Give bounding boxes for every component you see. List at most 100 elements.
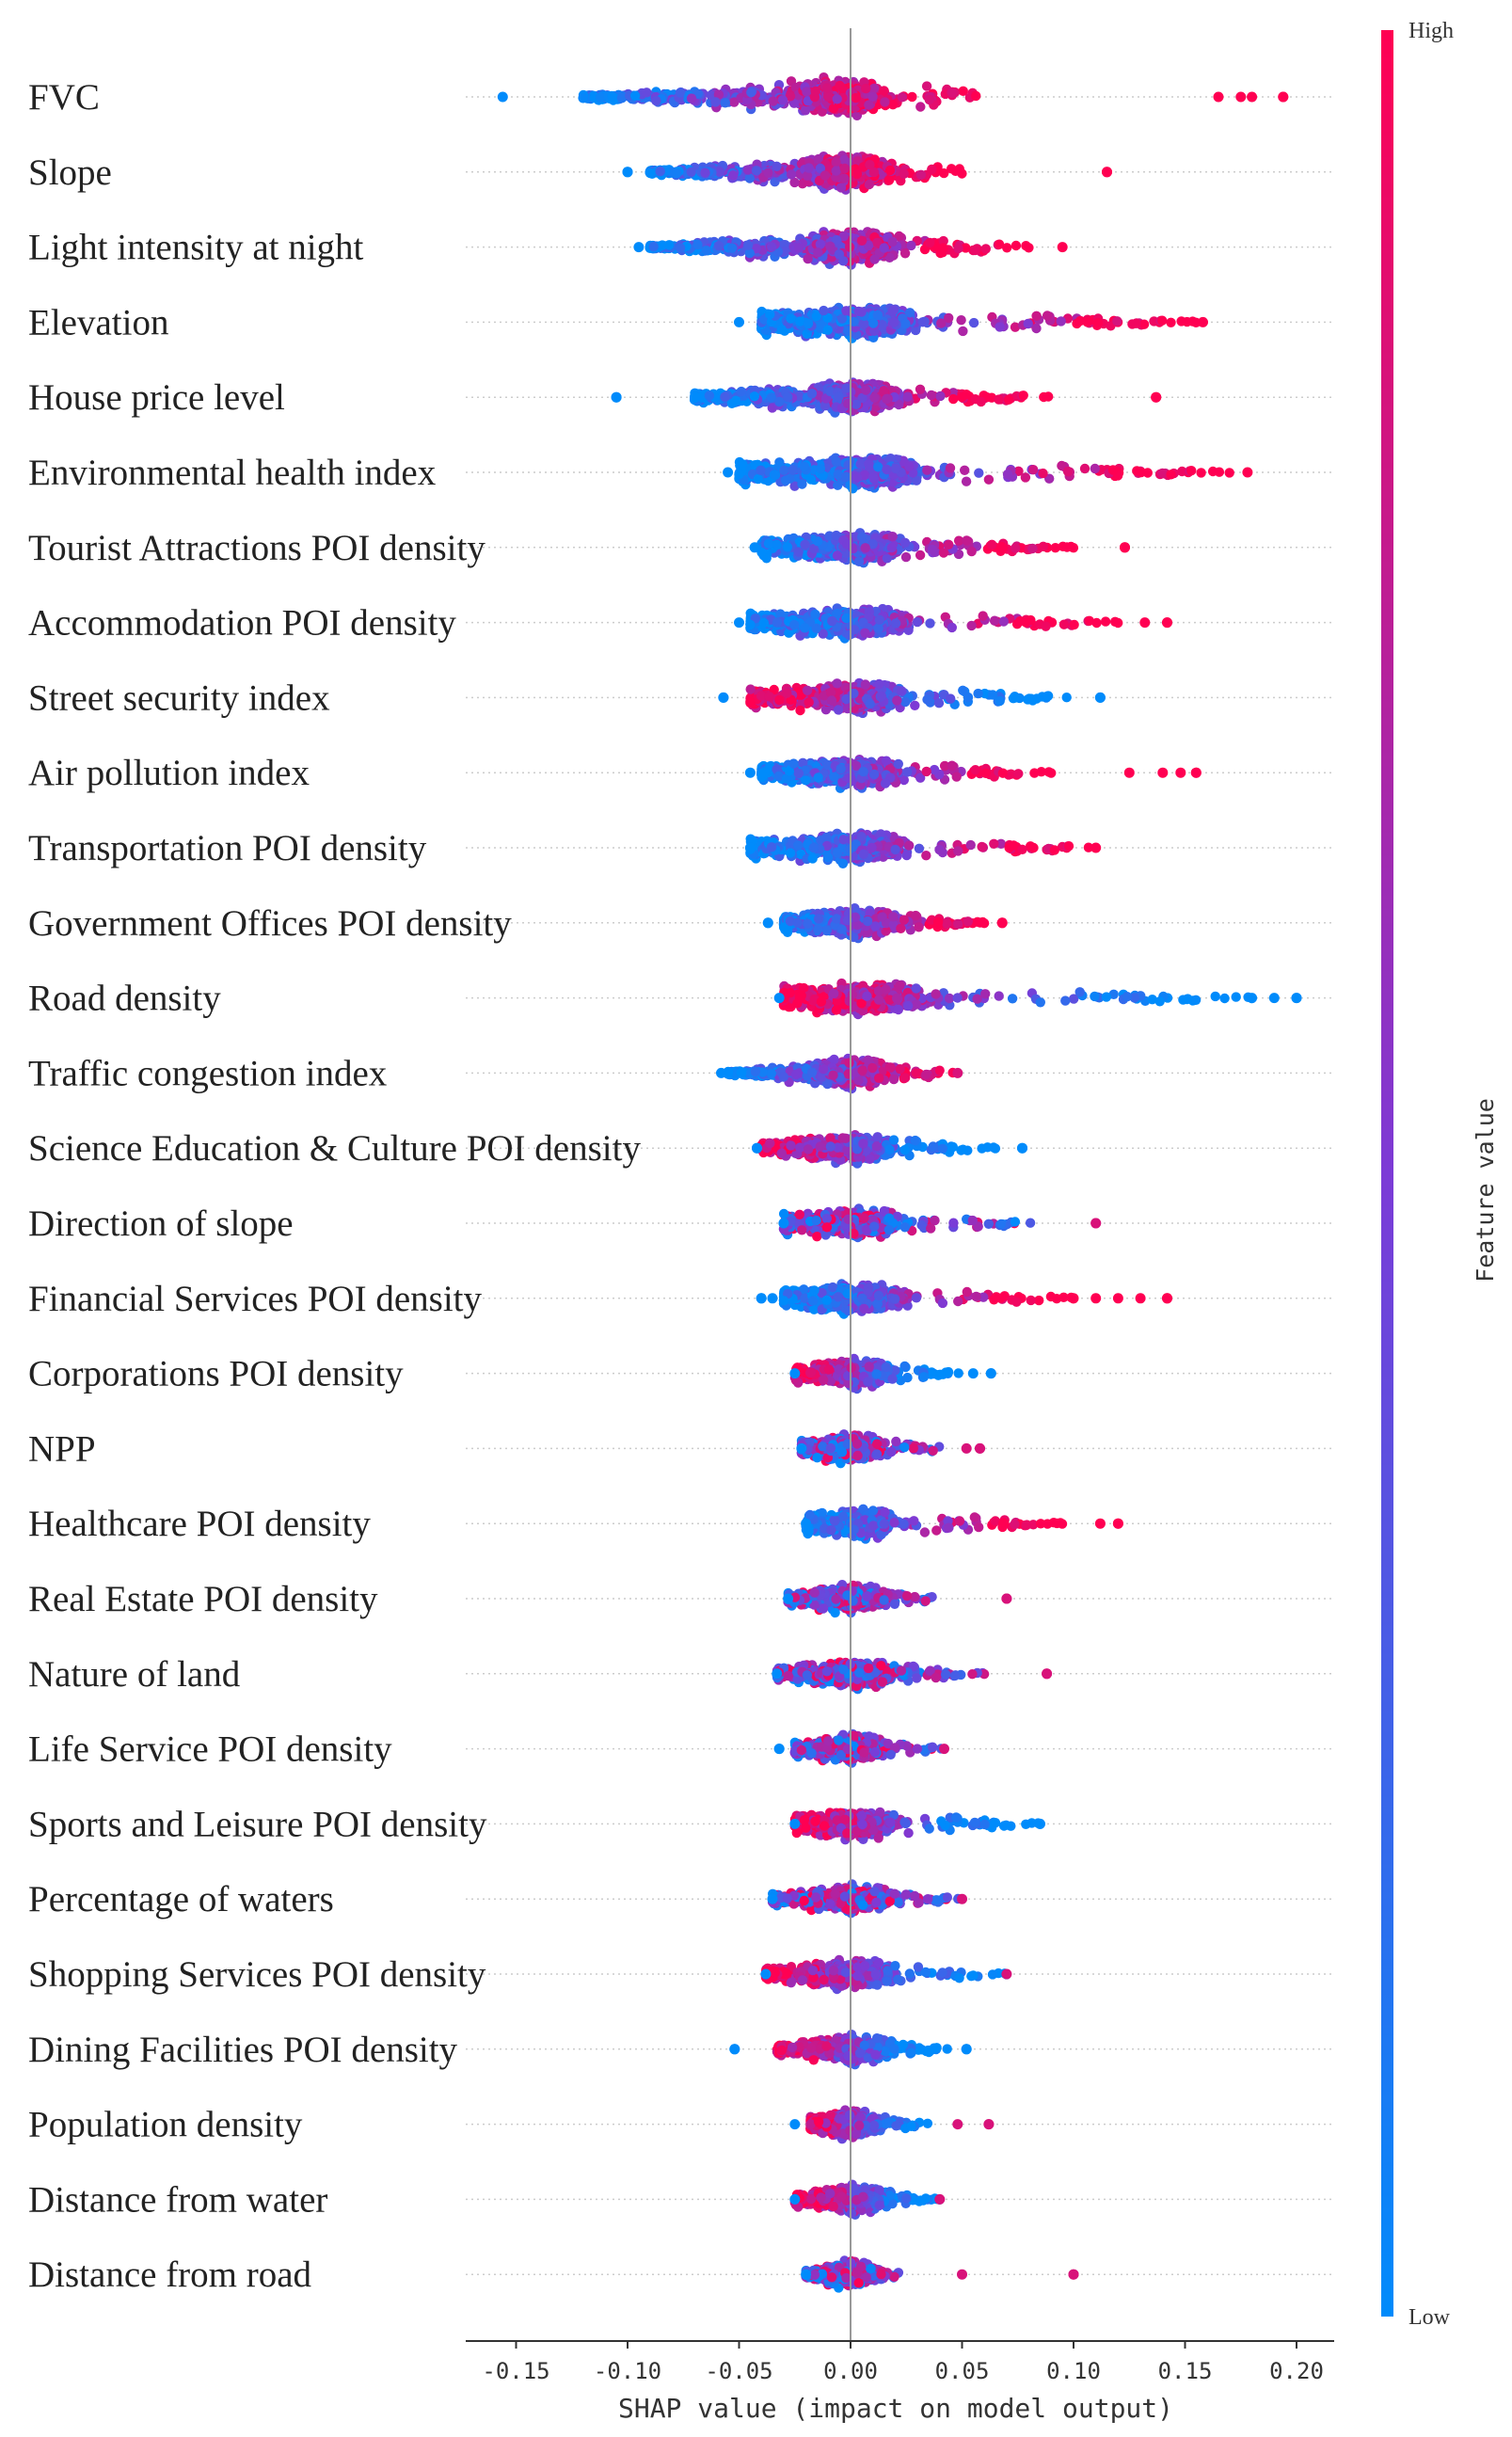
shap-outlier-point: [611, 391, 622, 403]
shap-point: [832, 94, 842, 104]
shap-point: [1002, 469, 1013, 480]
shap-point: [822, 83, 833, 93]
shap-outlier-point: [1198, 316, 1208, 327]
shap-point: [772, 161, 782, 171]
shap-point: [861, 83, 871, 94]
shap-point: [690, 392, 701, 403]
shap-point: [749, 391, 759, 402]
shap-point: [767, 242, 777, 252]
shap-point: [1092, 317, 1104, 328]
shap-point: [834, 249, 845, 260]
shap-point: [710, 97, 721, 107]
shap-point: [692, 239, 703, 250]
shap-point: [744, 173, 755, 183]
shap-point: [935, 247, 946, 259]
shap-point: [578, 93, 588, 104]
feature-row: Elevation: [28, 302, 1334, 343]
shap-point: [657, 240, 667, 250]
shap-point: [800, 105, 811, 116]
shap-point: [884, 165, 896, 176]
shap-point: [642, 88, 652, 98]
shap-point: [970, 245, 980, 256]
shap-point: [1002, 243, 1012, 253]
shap-point: [810, 86, 820, 97]
shap-point: [675, 243, 686, 253]
shap-point: [889, 317, 899, 327]
shap-point: [856, 307, 867, 317]
shap-point: [742, 240, 754, 250]
shap-point: [1024, 243, 1034, 253]
shap-point: [813, 247, 823, 258]
shap-point: [883, 175, 895, 185]
shap-point: [704, 390, 715, 401]
shap-point: [888, 305, 899, 315]
shap-point: [774, 396, 785, 407]
shap-point: [927, 164, 937, 175]
shap-point: [980, 244, 992, 254]
shap-point: [936, 318, 947, 328]
shap-point: [869, 392, 880, 403]
shap-point: [831, 157, 841, 167]
shap-point: [861, 385, 871, 395]
feature-row: Slope: [28, 151, 1334, 195]
shap-point: [1042, 311, 1053, 321]
shap-point: [880, 97, 890, 107]
shap-point: [856, 235, 867, 246]
shap-point: [907, 91, 917, 103]
shap-point: [820, 170, 830, 181]
shap-point: [607, 91, 617, 102]
shap-point: [1031, 311, 1042, 321]
shap-point: [879, 86, 889, 96]
shap-point: [868, 318, 879, 328]
shap-point: [1043, 391, 1054, 402]
shap-point: [935, 390, 946, 402]
shap-outlier-point: [1102, 167, 1112, 178]
shap-point: [806, 389, 818, 399]
shap-point: [751, 166, 762, 176]
shap-point: [834, 391, 844, 402]
shap-point: [994, 394, 1004, 405]
shap-point: [736, 386, 747, 397]
feature-label: House price level: [28, 377, 285, 418]
shap-point: [1196, 468, 1206, 478]
shap-point: [1138, 319, 1150, 329]
shap-point: [1224, 468, 1234, 478]
shap-point: [728, 170, 739, 181]
feature-label: Light intensity at night: [28, 228, 364, 268]
shap-point: [822, 325, 833, 335]
feature-label: Slope: [28, 152, 112, 193]
shap-point: [1214, 467, 1225, 477]
feature-label: Environmental health index: [28, 453, 437, 493]
shap-point: [864, 100, 874, 110]
shap-point: [1131, 318, 1141, 328]
shap-point: [887, 236, 898, 247]
shap-point: [742, 165, 754, 175]
shap-point: [768, 96, 778, 106]
shap-point: [915, 169, 927, 180]
shap-point: [1028, 465, 1039, 475]
shap-point: [953, 243, 963, 254]
shap-point: [786, 313, 796, 324]
shap-point: [645, 167, 656, 179]
shap-point: [746, 88, 756, 98]
shap-point: [777, 95, 788, 105]
shap-point: [825, 241, 836, 251]
shap-point: [655, 167, 665, 177]
shap-point: [782, 391, 793, 403]
shap-outlier-point: [497, 91, 508, 103]
feature-row: House price level: [28, 377, 1334, 418]
shap-point: [851, 92, 861, 104]
shap-point: [720, 391, 730, 402]
feature-row: Environmental health index: [28, 453, 1334, 494]
shap-point: [763, 167, 773, 178]
shap-point: [917, 317, 928, 327]
shap-point: [839, 173, 850, 183]
shap-point: [947, 88, 957, 98]
shap-point: [961, 476, 972, 486]
shap-point: [956, 315, 966, 326]
shap-point: [1023, 318, 1033, 329]
shap-point: [720, 98, 730, 108]
shap-point: [802, 87, 812, 97]
shap-outlier-point: [734, 316, 744, 327]
